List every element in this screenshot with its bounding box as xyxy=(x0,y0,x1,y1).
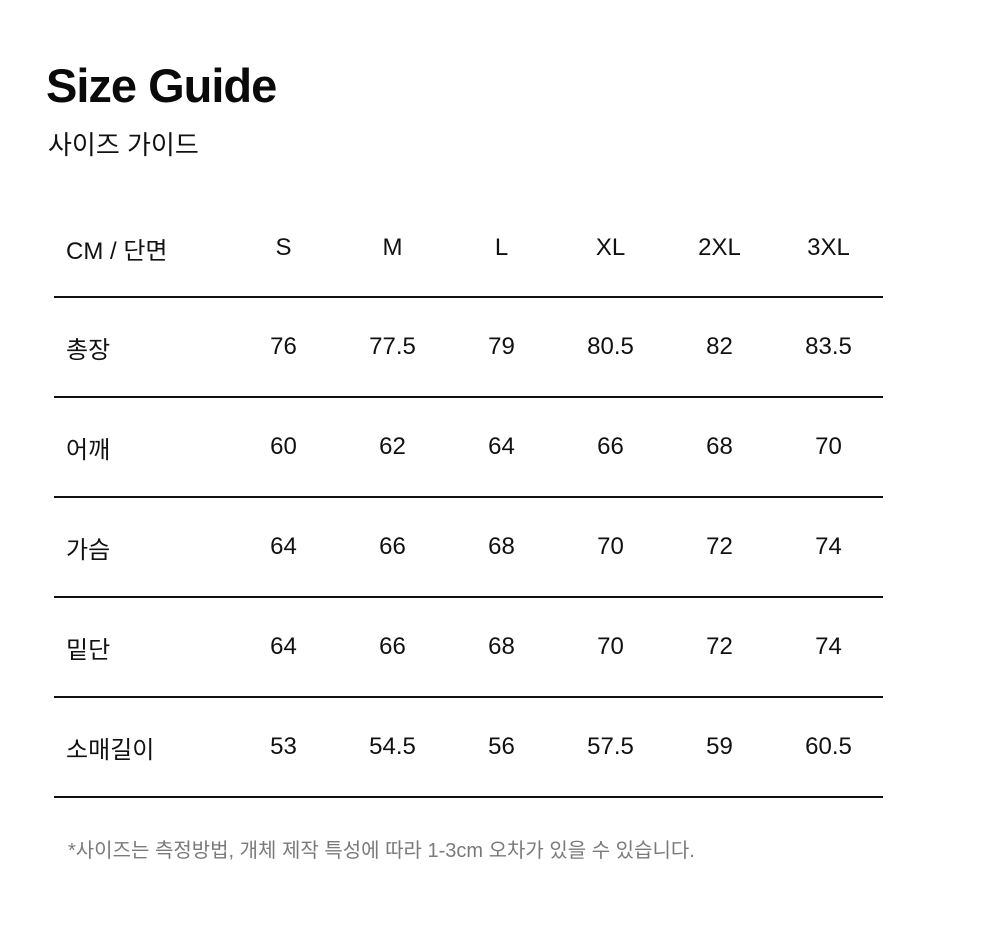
table-row: 총장 76 77.5 79 80.5 82 83.5 xyxy=(54,297,883,398)
size-disclaimer-note: *사이즈는 측정방법, 개체 제작 특성에 따라 1-3cm 오차가 있을 수 … xyxy=(68,840,695,862)
table-row: 밑단 64 66 68 70 72 74 xyxy=(54,597,883,698)
unit-header-cell: CM / 단면 xyxy=(54,200,229,298)
size-value-cell: 66 xyxy=(338,497,447,598)
size-value-cell: 54.5 xyxy=(338,697,447,798)
size-value-cell: 68 xyxy=(447,497,556,598)
table-row: 소매길이 53 54.5 56 57.5 59 60.5 xyxy=(54,697,883,798)
page-subtitle: 사이즈 가이드 xyxy=(48,130,199,160)
size-column-header: M xyxy=(338,200,447,298)
size-value-cell: 70 xyxy=(556,497,665,598)
size-value-cell: 74 xyxy=(774,497,883,598)
size-value-cell: 82 xyxy=(665,297,774,398)
measurement-label: 밑단 xyxy=(54,597,229,698)
size-value-cell: 64 xyxy=(229,497,338,598)
size-value-cell: 64 xyxy=(229,597,338,698)
table-row: 가슴 64 66 68 70 72 74 xyxy=(54,497,883,598)
size-value-cell: 57.5 xyxy=(556,697,665,798)
size-value-cell: 64 xyxy=(447,397,556,498)
size-value-cell: 76 xyxy=(229,297,338,398)
size-column-header: 2XL xyxy=(665,200,774,298)
size-table-body: 총장 76 77.5 79 80.5 82 83.5 어깨 60 62 64 66 68 70 가슴 64 66… xyxy=(54,297,883,798)
size-value-cell: 74 xyxy=(774,597,883,698)
measurement-label: 총장 xyxy=(54,297,229,398)
size-value-cell: 60 xyxy=(229,397,338,498)
size-value-cell: 53 xyxy=(229,697,338,798)
size-value-cell: 62 xyxy=(338,397,447,498)
size-column-header: 3XL xyxy=(774,200,883,298)
size-value-cell: 56 xyxy=(447,697,556,798)
page-title: Size Guide xyxy=(46,59,277,112)
size-value-cell: 59 xyxy=(665,697,774,798)
size-value-cell: 72 xyxy=(665,597,774,698)
measurement-label: 가슴 xyxy=(54,497,229,598)
size-column-header: L xyxy=(447,200,556,298)
size-value-cell: 77.5 xyxy=(338,297,447,398)
size-value-cell: 83.5 xyxy=(774,297,883,398)
size-value-cell: 70 xyxy=(556,597,665,698)
measurement-label: 소매길이 xyxy=(54,697,229,798)
size-value-cell: 68 xyxy=(665,397,774,498)
size-table: CM / 단면 S M L XL 2XL 3XL 총장 76 77.5 79 80.5 82 83.5… xyxy=(54,200,883,798)
measurement-label: 어깨 xyxy=(54,397,229,498)
size-value-cell: 72 xyxy=(665,497,774,598)
size-value-cell: 68 xyxy=(447,597,556,698)
size-value-cell: 70 xyxy=(774,397,883,498)
size-value-cell: 80.5 xyxy=(556,297,665,398)
size-value-cell: 66 xyxy=(556,397,665,498)
size-value-cell: 66 xyxy=(338,597,447,698)
size-value-cell: 60.5 xyxy=(774,697,883,798)
size-value-cell: 79 xyxy=(447,297,556,398)
size-table-header-row: CM / 단면 S M L XL 2XL 3XL xyxy=(54,200,883,298)
table-row: 어깨 60 62 64 66 68 70 xyxy=(54,397,883,498)
size-column-header: XL xyxy=(556,200,665,298)
size-column-header: S xyxy=(229,200,338,298)
